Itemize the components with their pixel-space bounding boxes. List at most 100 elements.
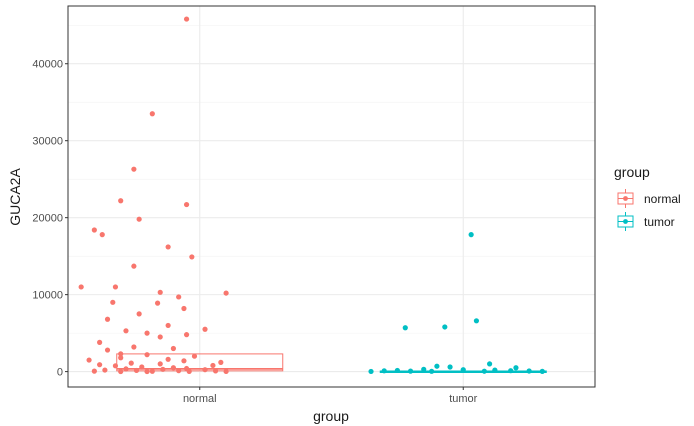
point-normal <box>123 366 129 372</box>
point-normal <box>223 368 229 375</box>
legend-point-normal <box>623 196 628 201</box>
point-normal <box>165 356 171 362</box>
legend-title: group <box>614 164 650 180</box>
point-tumor <box>539 368 545 374</box>
x-tick-label: normal <box>183 393 217 405</box>
point-normal <box>170 345 176 352</box>
point-normal <box>118 368 124 375</box>
point-tumor <box>421 366 427 372</box>
point-normal <box>157 289 163 295</box>
plot-panel-background <box>68 6 595 387</box>
point-normal <box>104 316 111 322</box>
point-normal <box>91 227 97 233</box>
point-normal <box>104 347 111 353</box>
point-normal <box>183 332 190 338</box>
point-normal <box>210 362 216 369</box>
axes: 0 10000 20000 30000 40000 normal tumor <box>32 59 477 405</box>
legend-label-normal: normal <box>644 192 681 206</box>
point-normal <box>202 367 208 373</box>
point-tumor <box>434 363 440 369</box>
point-tumor <box>508 368 514 374</box>
point-normal <box>183 16 190 22</box>
x-axis-title: group <box>313 408 349 424</box>
point-normal <box>128 360 134 366</box>
point-tumor <box>447 364 453 370</box>
x-tick-label: tumor <box>449 393 477 405</box>
y-tick-label: 40000 <box>32 59 63 71</box>
point-tumor <box>407 368 414 374</box>
point-normal <box>149 368 155 374</box>
point-normal <box>154 300 161 306</box>
point-normal <box>157 361 163 367</box>
legend: group normal tumor <box>614 164 681 232</box>
point-tumor <box>394 367 400 374</box>
point-normal <box>112 363 119 369</box>
point-normal <box>118 355 124 361</box>
point-normal <box>136 216 142 222</box>
point-normal <box>144 352 150 358</box>
legend-point-tumor <box>623 219 628 224</box>
point-normal <box>102 367 108 373</box>
point-tumor <box>487 361 493 367</box>
point-normal <box>136 311 142 317</box>
point-normal <box>176 368 182 374</box>
point-normal <box>160 366 166 372</box>
point-normal <box>144 368 150 375</box>
point-tumor <box>368 368 374 375</box>
y-tick-label: 20000 <box>32 213 63 225</box>
points <box>78 16 545 375</box>
point-tumor <box>460 367 466 373</box>
point-normal <box>131 263 137 269</box>
point-tumor <box>442 324 448 330</box>
point-normal <box>97 339 103 345</box>
point-normal <box>157 334 163 340</box>
point-normal <box>123 328 129 334</box>
point-normal <box>183 201 190 208</box>
point-normal <box>189 254 195 260</box>
gridlines <box>68 6 595 387</box>
point-normal <box>181 358 187 364</box>
y-tick-label: 30000 <box>32 136 63 148</box>
y-axis-title: GUCA2A <box>7 168 23 226</box>
point-normal <box>110 299 116 305</box>
point-tumor <box>481 368 487 374</box>
y-tick-label: 0 <box>57 367 63 379</box>
point-normal <box>176 294 182 300</box>
point-normal <box>186 368 192 374</box>
point-normal <box>91 368 97 374</box>
point-normal <box>139 364 145 370</box>
point-normal <box>165 244 171 250</box>
point-normal <box>170 365 176 371</box>
legend-label-tumor: tumor <box>644 215 675 229</box>
point-normal <box>165 322 171 329</box>
point-normal <box>78 284 84 290</box>
point-normal <box>144 330 150 336</box>
point-tumor <box>473 318 480 324</box>
point-normal <box>118 198 124 204</box>
point-normal <box>131 166 137 172</box>
point-normal <box>202 326 208 332</box>
point-normal <box>191 353 198 359</box>
point-tumor <box>526 368 532 374</box>
point-tumor <box>381 368 387 374</box>
point-normal <box>118 351 124 357</box>
box-normal <box>116 353 284 372</box>
point-normal <box>99 232 105 238</box>
point-normal <box>97 362 103 368</box>
point-normal <box>112 284 119 290</box>
point-tumor <box>402 325 408 331</box>
y-tick-label: 10000 <box>32 290 63 302</box>
point-normal <box>133 367 140 374</box>
point-normal <box>212 368 219 374</box>
point-tumor <box>513 365 519 371</box>
point-normal <box>149 111 155 117</box>
point-tumor <box>429 368 435 374</box>
point-normal <box>223 290 229 296</box>
point-normal <box>181 305 187 312</box>
point-normal <box>86 357 92 363</box>
point-normal <box>131 344 137 350</box>
point-tumor <box>468 232 474 238</box>
point-normal <box>218 359 224 365</box>
point-tumor <box>492 367 498 373</box>
